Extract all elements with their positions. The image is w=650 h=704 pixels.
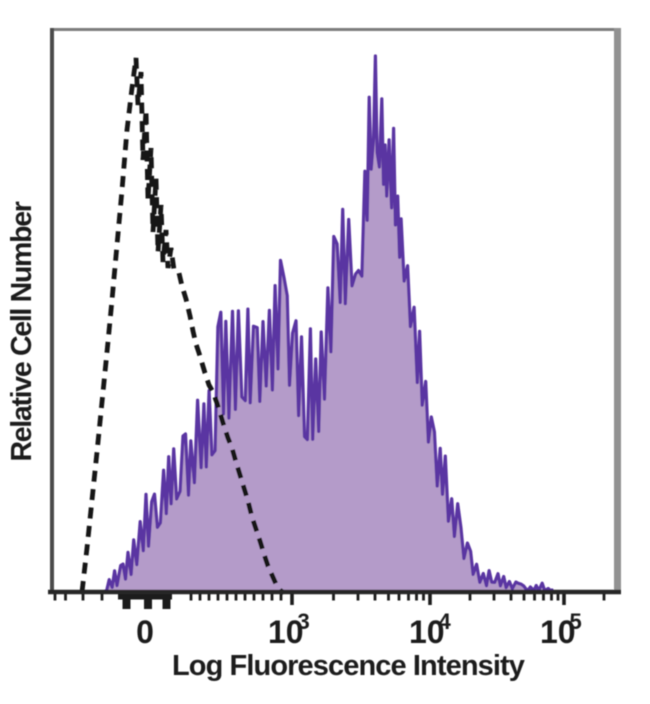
svg-text:10: 10	[409, 614, 445, 650]
svg-text:3: 3	[298, 609, 310, 634]
svg-text:Log Fluorescence Intensity: Log Fluorescence Intensity	[172, 650, 525, 682]
svg-text:10: 10	[268, 614, 304, 650]
svg-text:Relative Cell Number: Relative Cell Number	[6, 201, 38, 461]
svg-text:0: 0	[136, 614, 154, 650]
svg-text:4: 4	[439, 609, 452, 634]
svg-text:10: 10	[540, 614, 576, 650]
svg-text:5: 5	[570, 609, 582, 634]
